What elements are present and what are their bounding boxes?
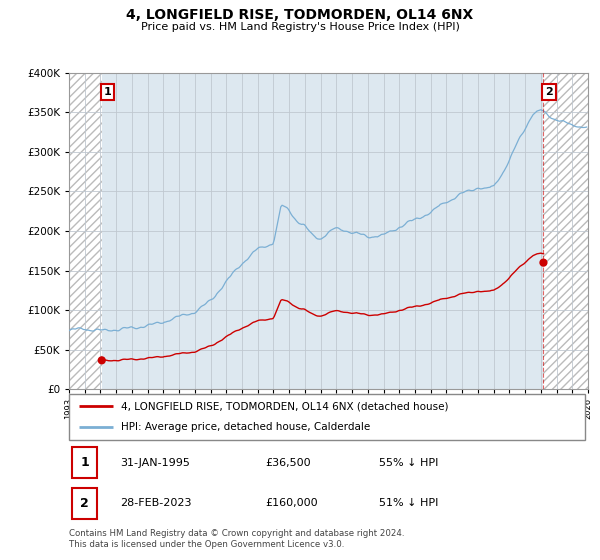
Text: Price paid vs. HM Land Registry's House Price Index (HPI): Price paid vs. HM Land Registry's House … (140, 22, 460, 32)
Text: 28-FEB-2023: 28-FEB-2023 (121, 498, 192, 508)
Text: 1: 1 (80, 456, 89, 469)
Bar (71, 488, 97, 519)
Text: 2: 2 (545, 87, 553, 97)
Text: £36,500: £36,500 (265, 458, 311, 468)
Text: £160,000: £160,000 (265, 498, 318, 508)
Text: 31-JAN-1995: 31-JAN-1995 (121, 458, 190, 468)
Text: 4, LONGFIELD RISE, TODMORDEN, OL14 6NX: 4, LONGFIELD RISE, TODMORDEN, OL14 6NX (127, 8, 473, 22)
Text: HPI: Average price, detached house, Calderdale: HPI: Average price, detached house, Cald… (121, 422, 370, 432)
Bar (71, 447, 97, 478)
Text: 1: 1 (103, 87, 111, 97)
Text: Contains HM Land Registry data © Crown copyright and database right 2024.
This d: Contains HM Land Registry data © Crown c… (69, 529, 404, 549)
Point (539, 258, 548, 267)
Text: 4, LONGFIELD RISE, TODMORDEN, OL14 6NX (detached house): 4, LONGFIELD RISE, TODMORDEN, OL14 6NX (… (121, 401, 448, 411)
Text: 2: 2 (80, 497, 89, 510)
Text: 51% ↓ HPI: 51% ↓ HPI (379, 498, 438, 508)
Text: 55% ↓ HPI: 55% ↓ HPI (379, 458, 438, 468)
Point (97, 356, 107, 365)
